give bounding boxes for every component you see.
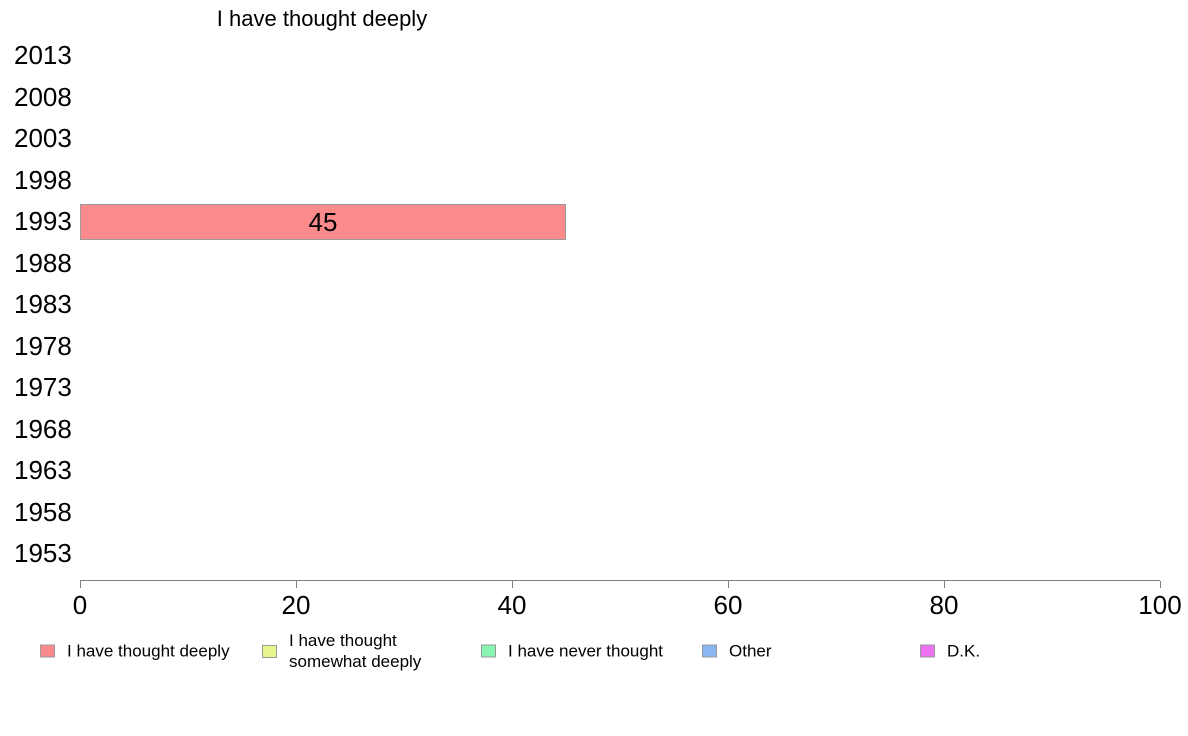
- y-axis-label: 1983: [14, 289, 72, 320]
- y-axis-label: 1978: [14, 330, 72, 361]
- x-tick-mark: [296, 581, 297, 588]
- y-axis-label: 1953: [14, 538, 72, 569]
- legend-label: D.K.: [947, 641, 981, 661]
- y-axis-label: 1988: [14, 247, 72, 278]
- x-tick-label: 20: [281, 590, 311, 620]
- y-axis-label: 1963: [14, 455, 72, 486]
- legend-swatch-icon: [481, 644, 496, 658]
- y-axis-label: 2013: [14, 40, 72, 70]
- x-tick-mark: [944, 581, 945, 588]
- legend-swatch-icon: [262, 644, 277, 658]
- x-tick-label: 0: [72, 590, 88, 620]
- bar-value-label: 45: [308, 206, 338, 237]
- legend-swatch-icon: [920, 644, 935, 658]
- x-tick-label: 40: [497, 590, 527, 620]
- legend-label: Other: [729, 641, 772, 661]
- x-tick-mark: [80, 581, 81, 588]
- x-tick-label: 60: [713, 590, 743, 620]
- legend-item: I have thought somewhat deeply: [262, 630, 421, 672]
- y-axis-label: 1968: [14, 413, 72, 444]
- y-axis-label: 2003: [14, 123, 72, 154]
- legend-item: Other: [702, 641, 772, 662]
- x-tick-mark: [512, 581, 513, 588]
- x-tick-mark: [1160, 581, 1161, 588]
- legend-item: D.K.: [920, 641, 980, 662]
- x-tick-mark: [728, 581, 729, 588]
- x-tick-label: 80: [929, 590, 959, 620]
- legend-item: I have never thought: [481, 641, 663, 662]
- legend-swatch-icon: [702, 644, 717, 658]
- legend-item: I have thought deeply: [40, 641, 230, 662]
- x-axis-line: [80, 580, 1160, 581]
- x-tick-label: 100: [1138, 590, 1182, 620]
- y-axis-label: 1973: [14, 372, 72, 403]
- y-axis-label: 2008: [14, 81, 72, 112]
- bar-1993: 45: [80, 203, 566, 240]
- chart-title: I have thought deeply: [216, 6, 428, 31]
- legend-swatch-icon: [40, 644, 55, 658]
- y-axis-label: 1998: [14, 164, 72, 195]
- legend-label: I have never thought: [508, 641, 664, 661]
- y-axis-label: 1993: [14, 206, 72, 237]
- legend-label: I have thought deeply: [67, 641, 230, 661]
- y-axis-label: 1958: [14, 496, 72, 527]
- legend-label: I have thought somewhat deeply: [289, 631, 422, 671]
